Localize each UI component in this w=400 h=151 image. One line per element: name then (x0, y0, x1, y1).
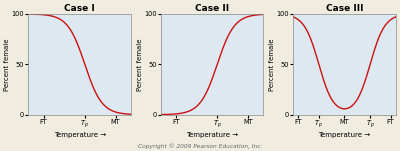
Y-axis label: Percent female: Percent female (4, 38, 10, 91)
Title: Case II: Case II (195, 4, 229, 13)
Title: Case I: Case I (64, 4, 95, 13)
Y-axis label: Percent female: Percent female (269, 38, 275, 91)
Title: Case III: Case III (326, 4, 363, 13)
X-axis label: Temperature →: Temperature → (54, 132, 106, 138)
Text: Copyright © 2009 Pearson Education, Inc.: Copyright © 2009 Pearson Education, Inc. (138, 144, 262, 149)
Y-axis label: Percent female: Percent female (136, 38, 142, 91)
X-axis label: Temperature →: Temperature → (318, 132, 370, 138)
X-axis label: Temperature →: Temperature → (186, 132, 238, 138)
